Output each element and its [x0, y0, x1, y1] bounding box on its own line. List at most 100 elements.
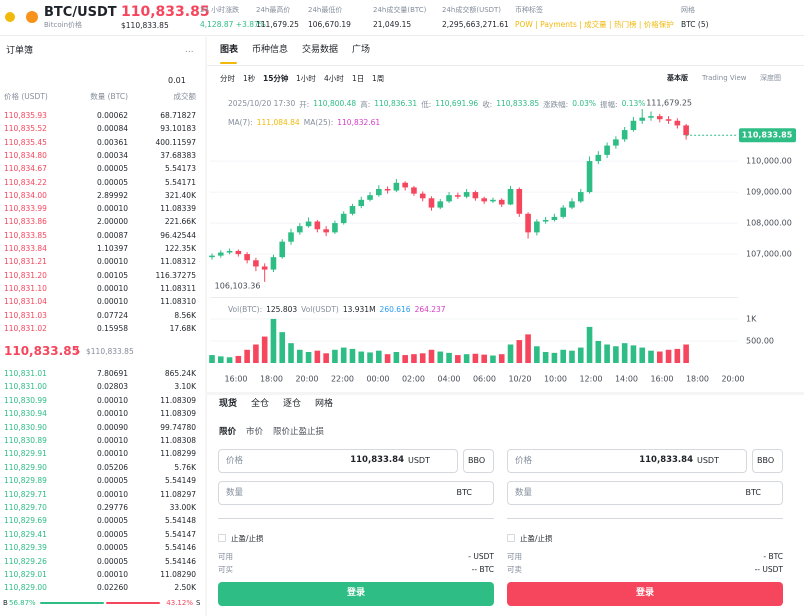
interval-option[interactable]: 4小时	[324, 74, 344, 83]
bbo-button[interactable]	[752, 449, 783, 473]
info-row: 2025/10/20 17:30 开: 110,800.48 高: 110,836.31…	[228, 99, 645, 110]
slider-track[interactable]	[218, 518, 494, 519]
button-label[interactable]: 登录	[347, 588, 366, 598]
quantity-input[interactable]	[507, 481, 783, 505]
checkbox-label: 止盈/止损	[520, 534, 553, 543]
buy-label: B	[3, 599, 8, 607]
book-total: 11.08309	[160, 395, 196, 405]
volume-bar	[332, 349, 338, 363]
view-option[interactable]: Trading View	[702, 74, 747, 82]
volume-bar	[560, 349, 566, 363]
book-amount: 0.00005	[96, 529, 128, 539]
book-total: 5.54146	[164, 556, 196, 566]
book-amount: 0.00010	[96, 257, 128, 267]
input-unit: BTC	[745, 488, 762, 497]
trade-tab[interactable]: 现货	[219, 399, 238, 409]
bbo-button[interactable]	[463, 449, 494, 473]
book-amount: 0.00010	[96, 283, 128, 293]
slider-track[interactable]	[507, 518, 783, 519]
last-price-tag-label: 110,833.85	[742, 131, 793, 140]
quantity-input[interactable]	[218, 481, 494, 505]
interval-option[interactable]: 1日	[352, 74, 365, 83]
checkbox[interactable]	[218, 534, 226, 542]
book-amount: 0.00010	[96, 489, 128, 499]
input-unit: USDT	[697, 456, 719, 465]
candle-body	[455, 195, 461, 197]
stat-label: 24h最高价	[256, 6, 291, 14]
bbo-label: BBO	[468, 456, 486, 465]
candle-body	[507, 188, 514, 205]
price-input[interactable]	[218, 449, 458, 473]
value: -- USDT	[754, 565, 783, 574]
candle-body	[569, 201, 575, 208]
book-price: 110,834.00	[4, 190, 47, 200]
stat-value: 4,128.87 +3.87%	[200, 20, 266, 29]
book-amount: 0.00010	[96, 204, 128, 214]
book-price: 110,829.91	[4, 449, 47, 459]
chart-tab[interactable]: 币种信息	[252, 45, 289, 55]
volume-bar	[551, 352, 558, 363]
value: - USDT	[468, 552, 494, 561]
more-button[interactable]: ...	[185, 45, 194, 55]
candle-body	[516, 188, 523, 214]
chart-tab[interactable]: 图表	[220, 45, 239, 55]
info-item: 110,833.85	[496, 99, 540, 108]
chart-tab[interactable]: 交易数据	[302, 45, 339, 55]
candle-body	[648, 116, 654, 118]
checkbox[interactable]	[507, 534, 515, 542]
candle-body	[683, 125, 689, 136]
view-option[interactable]: 深度图	[760, 74, 781, 82]
view-option[interactable]: 基本版	[667, 74, 688, 82]
trade-tab[interactable]: 网格	[315, 399, 334, 409]
book-price: 110,831.21	[4, 257, 47, 267]
chart-tab[interactable]: 广场	[352, 45, 371, 55]
y-tick-label: 110,000.00	[746, 157, 792, 166]
candle-body	[665, 119, 672, 121]
interval-option[interactable]: 1秒	[243, 74, 256, 83]
book-total: 5.76K	[174, 462, 196, 472]
star-icon[interactable]	[5, 12, 15, 22]
candle-body	[472, 192, 479, 199]
book-price: 110,834.67	[4, 164, 47, 174]
last-price-usd: $110,833.85	[121, 21, 169, 30]
x-tick-label: 18:00	[686, 375, 709, 384]
candle-body	[279, 241, 286, 258]
order-type[interactable]: 市价	[246, 427, 264, 437]
trade-tab[interactable]: 全仓	[251, 399, 270, 409]
volume-bar	[305, 351, 312, 363]
pair-subtitle: Bitcoin价格	[44, 21, 83, 29]
candle-body	[656, 116, 663, 120]
panel-title: 订单簿	[6, 46, 34, 56]
volume-bar	[235, 355, 242, 363]
interval-option[interactable]: 1周	[372, 74, 385, 83]
book-amount: 0.00034	[96, 150, 128, 160]
order-type[interactable]: 限价止盈止损	[273, 427, 325, 437]
volume-bar	[340, 347, 347, 363]
submit-button[interactable]	[507, 582, 783, 606]
book-total: 96.42544	[160, 230, 196, 240]
interval-option[interactable]: 分时	[220, 74, 235, 83]
volume-bar	[665, 349, 672, 363]
order-type[interactable]: 限价	[219, 427, 237, 437]
interval-option[interactable]: 1小时	[296, 74, 316, 83]
x-tick-label: 16:00	[224, 375, 247, 384]
button-label[interactable]: 登录	[636, 588, 655, 598]
y-tick-label: 109,000.00	[746, 188, 792, 197]
candle-body	[314, 221, 321, 230]
candle-body	[613, 139, 619, 146]
book-price: 110,829.41	[4, 529, 47, 539]
info-item: 110,836.31	[374, 99, 418, 108]
precision-select[interactable]: 0.01	[168, 76, 186, 85]
volume-bar	[217, 356, 224, 363]
tab-indicator	[220, 62, 237, 64]
volume-bar	[393, 351, 400, 363]
book-amount: 0.00062	[96, 111, 128, 120]
stat-label: 24h最低价	[308, 6, 343, 14]
candle-body	[384, 188, 391, 191]
book-price: 110,829.69	[4, 516, 47, 526]
interval-option[interactable]: 15分钟	[263, 74, 289, 83]
submit-button[interactable]	[218, 582, 494, 606]
book-total: 37.68383	[160, 150, 196, 160]
trade-tab[interactable]: 逐仓	[283, 399, 302, 409]
price-input[interactable]	[507, 449, 747, 473]
